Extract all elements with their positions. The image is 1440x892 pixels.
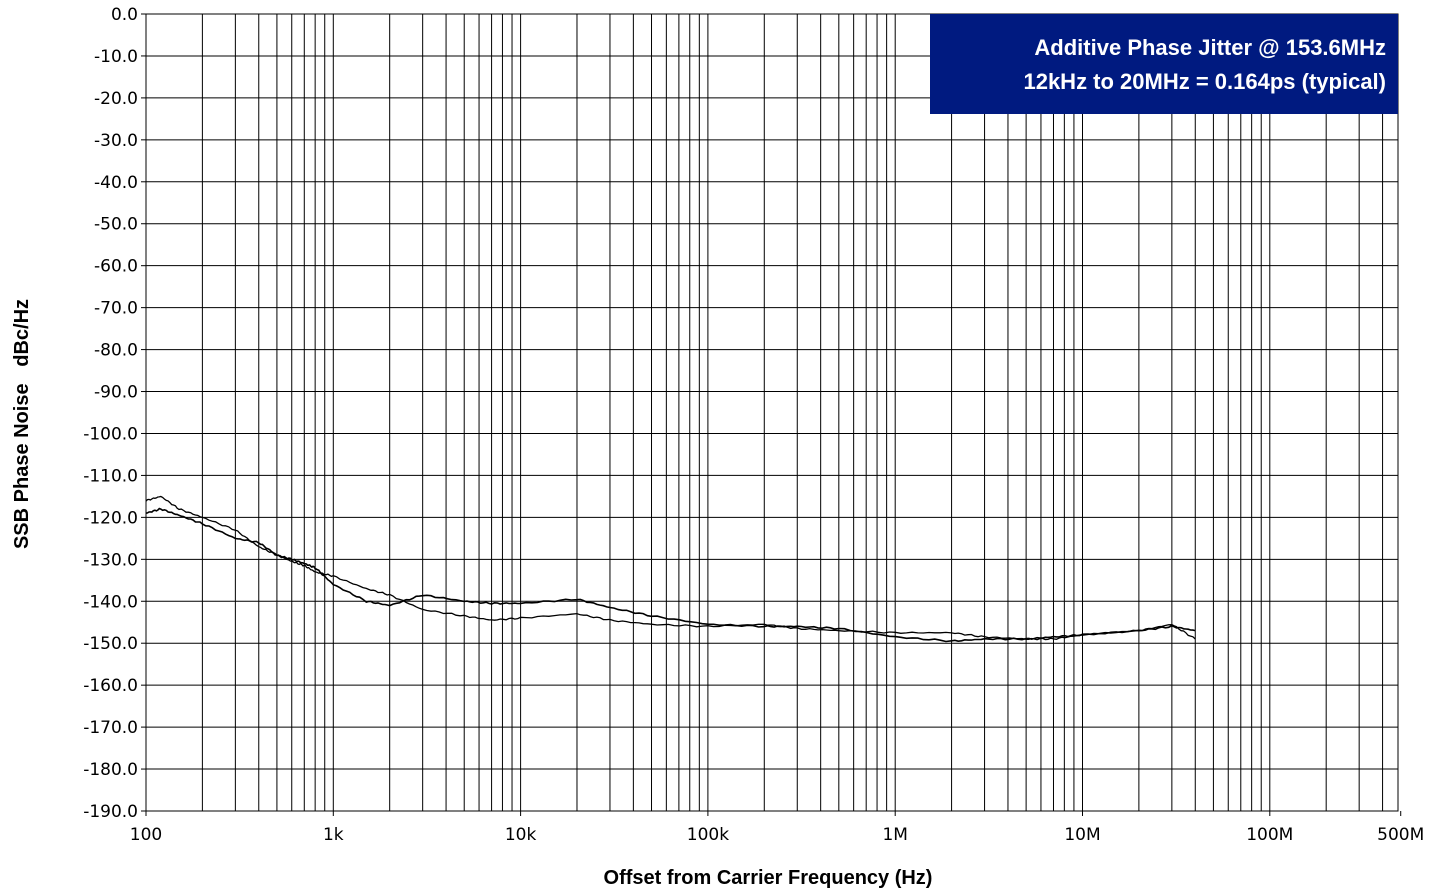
series-lines [145,495,1196,643]
y-tick-label: -90.0 [94,383,138,403]
y-tick-label: -100.0 [83,424,138,444]
series-line-2 [145,495,1196,641]
x-tick-label: 1k [323,825,344,845]
x-tick-label: 100k [687,825,729,845]
y-tick-label: -190.0 [83,802,138,822]
y-tick-label: -40.0 [94,173,138,193]
x-axis-title: Offset from Carrier Frequency (Hz) [604,867,933,889]
plot-frame [145,13,1399,812]
y-tick-label: -180.0 [83,760,138,780]
x-axis-ticks: 100 1k 10k 100k 1M 10M 100M 500M [130,811,1424,845]
y-tick-label: -130.0 [83,550,138,570]
x-tick-label: 10k [505,825,537,845]
y-axis-title: SSB Phase Noise dBc/Hz [11,299,33,549]
y-tick-label: -30.0 [94,131,138,151]
x-tick-label: 100M [1246,825,1293,845]
annotation-box: Additive Phase Jitter @ 153.6MHz 12kHz t… [930,14,1398,114]
x-tick-label: 100 [130,825,162,845]
y-tick-label: -150.0 [83,634,138,654]
y-tick-label: -140.0 [83,592,138,612]
y-tick-label: -170.0 [83,718,138,738]
y-tick-label: -60.0 [94,257,138,277]
x-tick-label: 500M [1377,825,1424,845]
annotation-line-1: Additive Phase Jitter @ 153.6MHz [1034,35,1386,60]
y-tick-label: -20.0 [94,89,138,109]
y-tick-label: -120.0 [83,508,138,528]
grid [146,13,1398,812]
annotation-line-2: 12kHz to 20MHz = 0.164ps (typical) [1023,69,1386,94]
x-tick-label: 1M [882,825,907,845]
y-tick-label: -10.0 [94,47,138,67]
y-axis-ticks: 0.0 -10.0 -20.0 -30.0 -40.0 -50.0 -60.0 -70.0 -8… [83,5,146,822]
y-tick-label: -160.0 [83,676,138,696]
annotation-background [930,14,1398,114]
y-tick-label: 0.0 [111,5,138,25]
y-tick-label: -110.0 [83,466,138,486]
y-tick-label: -50.0 [94,215,138,235]
y-tick-label: -70.0 [94,299,138,319]
y-tick-label: -80.0 [94,341,138,361]
x-tick-label: 10M [1064,825,1100,845]
